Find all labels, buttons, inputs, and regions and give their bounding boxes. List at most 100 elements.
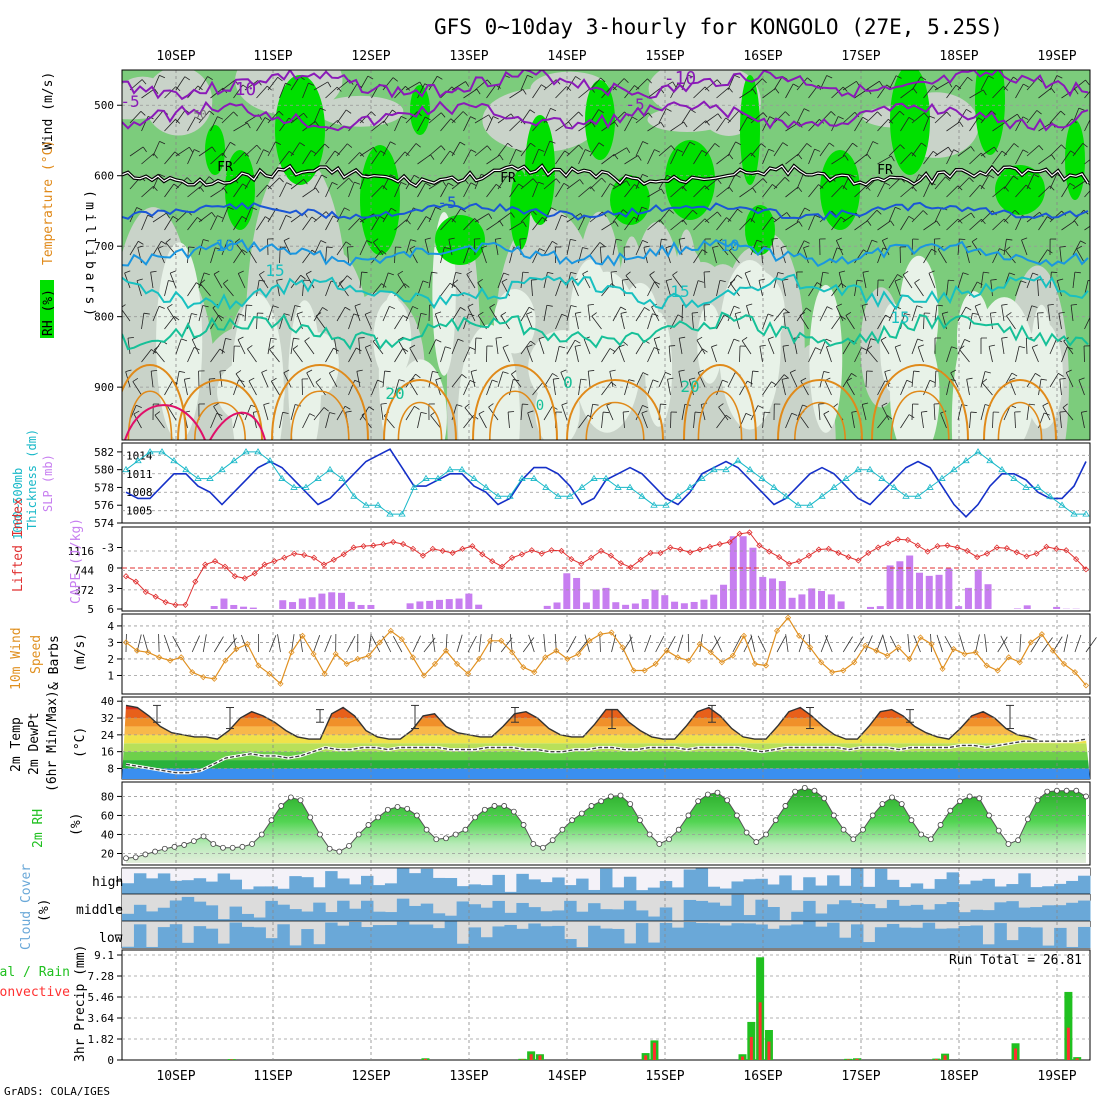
- wind-barb: [587, 371, 591, 388]
- wind-barb-feather: [431, 271, 438, 274]
- wind-barb-feather: [669, 345, 676, 347]
- wind-barb: [789, 372, 798, 388]
- wind-barb-feather: [294, 305, 301, 308]
- wind-barb: [164, 280, 169, 297]
- wind-speed-marker: [321, 670, 328, 677]
- wind-barb: [1061, 183, 1071, 198]
- wind-barb: [474, 338, 477, 355]
- wind-barb-feather: [486, 145, 492, 151]
- wind-barb: [693, 185, 706, 198]
- wind-barb: [917, 346, 924, 363]
- isotherm-25: [472, 364, 558, 440]
- lifted-index-marker: [400, 541, 407, 548]
- wind-barb: [796, 108, 805, 124]
- lifted-index-marker: [320, 561, 328, 568]
- cloud-cover-bar: [803, 900, 816, 921]
- wind-barb-feather: [741, 337, 748, 342]
- wind-barb-feather: [814, 214, 821, 218]
- wind-barb-feather: [764, 411, 771, 414]
- wind-barb-feather: [701, 150, 708, 154]
- wind-barb-feather: [211, 212, 216, 218]
- lifted-index-marker: [489, 558, 496, 565]
- wind-barb: [785, 83, 794, 99]
- wind-barb-feather: [716, 79, 722, 85]
- cloud-cover-bar: [540, 926, 553, 948]
- wind-barb-feather: [931, 248, 937, 253]
- wind-barb: [325, 86, 338, 99]
- wind-barb-feather: [947, 146, 952, 153]
- wind-barb: [325, 215, 334, 231]
- lifted-index-marker: [251, 570, 258, 577]
- wind-barb: [150, 272, 154, 289]
- wind-barb-feather: [962, 272, 969, 275]
- isotherm-30: [127, 390, 173, 440]
- wind-speed-marker: [840, 667, 847, 674]
- wind-barb-feather: [861, 347, 868, 351]
- wind-barb-feather: [526, 311, 533, 315]
- wind-barb-feather: [507, 142, 513, 148]
- wind-barb: [625, 275, 637, 289]
- wind-barb: [716, 153, 730, 165]
- cloud-cover-bar: [815, 926, 828, 948]
- wind-barb: [877, 314, 886, 330]
- cloud-cover-bar: [349, 908, 362, 921]
- top-date-label: 14SEP: [547, 49, 586, 64]
- wind-barb-feather: [687, 74, 694, 78]
- lifted-index-marker: [449, 549, 456, 557]
- cape-bar: [964, 587, 972, 609]
- wind-barb: [923, 220, 937, 231]
- wind-barb-feather: [885, 314, 891, 319]
- cape-bar: [1053, 606, 1061, 609]
- wind-barb-feather: [670, 145, 676, 151]
- cape-bar: [710, 594, 718, 609]
- wind-barb-feather: [872, 141, 879, 145]
- wind-barb-feather: [278, 110, 284, 116]
- precip-frame: [121, 949, 1091, 1061]
- lifted-index-marker: [360, 543, 367, 550]
- lifted-index-marker: [934, 543, 941, 550]
- top-date-label: 10SEP: [156, 49, 195, 64]
- cloud-cover-bar: [301, 929, 314, 948]
- wind-barb: [324, 635, 332, 653]
- cloud-cover-bar: [827, 922, 840, 948]
- wind-barb: [566, 305, 572, 322]
- wind-barb: [304, 340, 315, 355]
- wind-barb-feather: [181, 338, 188, 342]
- lifted-index-marker: [726, 538, 733, 546]
- cloud-cover-bar: [707, 923, 721, 948]
- wind-barb: [990, 280, 993, 297]
- wind-barb-feather: [500, 311, 507, 316]
- wind-barb: [412, 635, 421, 653]
- wind-barb: [957, 146, 972, 157]
- cloud-cover-units: (%): [37, 899, 52, 922]
- rh-marker: [850, 836, 857, 843]
- wind-barb: [1041, 637, 1053, 653]
- wind-speed-marker: [1016, 659, 1023, 666]
- wind-barb-feather: [634, 85, 640, 90]
- wind-barb: [467, 635, 477, 653]
- wind-barb-feather: [448, 182, 454, 187]
- wind-barb: [894, 346, 901, 363]
- thickness-marker: [506, 492, 514, 499]
- cloud-cover-bar: [743, 915, 756, 921]
- lifted-index-marker: [172, 601, 179, 608]
- cape-bar: [661, 595, 669, 609]
- cloud-cover-bar: [408, 873, 422, 894]
- wind-barb: [509, 89, 524, 99]
- wind-barb-feather: [574, 339, 581, 344]
- wind-barb-feather: [642, 173, 649, 178]
- precip-convective-bar: [741, 1056, 745, 1060]
- wind-barb-feather: [285, 214, 292, 219]
- wind-barb-feather: [916, 305, 923, 308]
- rh-marker: [656, 841, 663, 847]
- wind-barb-feather: [767, 313, 774, 317]
- wind-barb: [142, 634, 149, 653]
- wind-barb-feather: [838, 116, 844, 120]
- lifted-index-marker: [607, 552, 615, 559]
- wind-barb: [561, 404, 568, 421]
- wind-barb-feather: [643, 245, 650, 248]
- wind-barb: [448, 239, 453, 256]
- top-date-label: 16SEP: [743, 49, 782, 64]
- axis-tick-label: 24: [101, 729, 115, 742]
- lifted-index-marker: [914, 542, 921, 549]
